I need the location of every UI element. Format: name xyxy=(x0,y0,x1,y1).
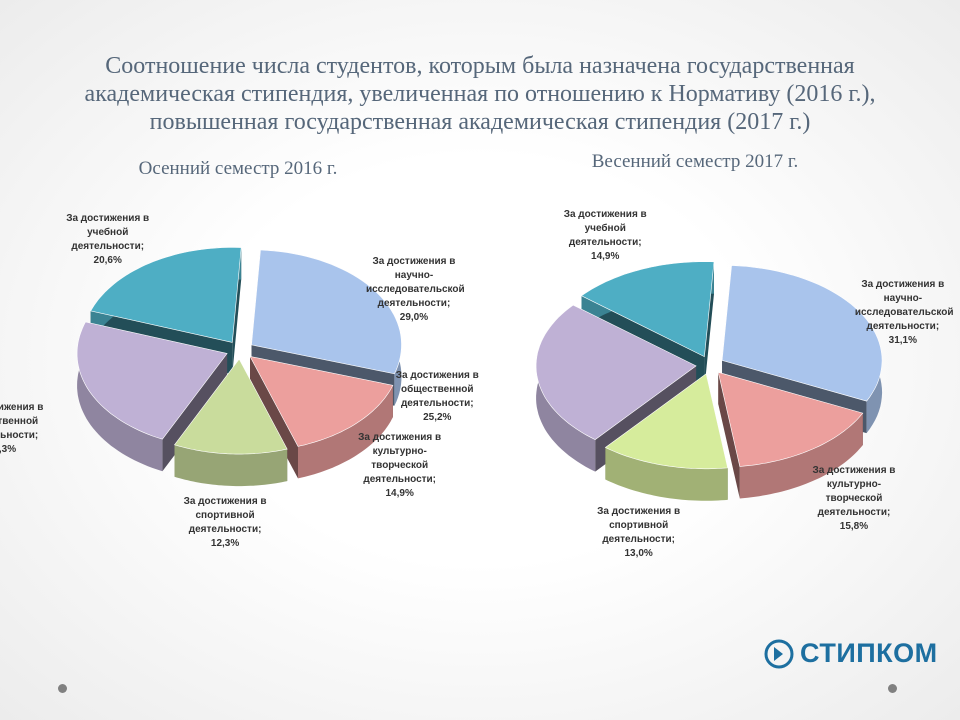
nav-dot xyxy=(888,684,897,693)
slice-side xyxy=(77,322,163,472)
slice-label: За достижения в культурно-творческой дея… xyxy=(806,464,902,534)
slice-value: 25,2% xyxy=(423,411,452,423)
slice-category: За достижения в спортивной деятельности; xyxy=(597,505,681,545)
slice-side xyxy=(174,444,288,487)
slice-value: 29,0% xyxy=(399,312,429,324)
slice-label: За достижения в учебной деятельности; 14,… xyxy=(557,208,653,264)
slice-value: 13,0% xyxy=(624,547,653,559)
pie-slice xyxy=(535,304,697,440)
pie-slice xyxy=(604,373,729,470)
slice-label: За достижения в культурно-творческой дея… xyxy=(352,431,448,501)
slice-label: За достижения в общественной деятельност… xyxy=(389,369,485,425)
nav-dot xyxy=(58,684,67,693)
pie-slice xyxy=(90,247,242,343)
slice-label: За достижения в спортивной деятельности;… xyxy=(177,495,273,551)
slice-side xyxy=(298,385,393,479)
slice-label: За достижения в научно-исследовательской… xyxy=(365,255,465,325)
slice-label: За достижения в научно-исследовательской… xyxy=(854,278,954,348)
slice-category: За достижения в учебной деятельности; xyxy=(563,209,647,249)
slide-title: Соотношение числа студентов, которым был… xyxy=(84,53,876,135)
slice-value: 14,9% xyxy=(591,251,620,263)
slice-value: 31,1% xyxy=(888,334,917,346)
slice-label: За достижения в учебной деятельности; 20,… xyxy=(60,212,156,268)
slice-label: За достижения в спортивной деятельности;… xyxy=(591,505,687,561)
pie-slice xyxy=(721,265,883,402)
pie-slice xyxy=(717,371,864,467)
slice-category: За достижения в культурно-творческой дея… xyxy=(812,464,896,518)
slice-value: 12,3% xyxy=(210,538,240,550)
slice-category: За достижения в культурно-творческой дея… xyxy=(358,431,442,485)
pie-slice xyxy=(249,355,394,447)
slice-category: За достижения в общественной деятельност… xyxy=(395,369,479,409)
logo-icon xyxy=(764,639,794,668)
slice-category: За достижения в учебной деятельности; xyxy=(66,212,150,252)
slice-value: 20,6% xyxy=(93,254,122,266)
chart-title: Осенний семестр 2016 г. xyxy=(138,158,338,179)
slice-label: За достижения в общественной деятельност… xyxy=(0,401,50,457)
logo: СТИПКОМ xyxy=(764,638,938,669)
slice-side xyxy=(718,372,740,499)
slice-category: За достижения в научно-исследовательской… xyxy=(365,256,465,310)
slice-category: За достижения в научно-исследовательской… xyxy=(854,278,954,332)
slice-side xyxy=(739,413,863,499)
logo-text: СТИПКОМ xyxy=(800,638,938,668)
pie-slice xyxy=(251,249,402,375)
slice-category: За достижения в спортивной деятельности; xyxy=(183,496,267,536)
pie-slice xyxy=(174,358,288,455)
pie-slice xyxy=(580,261,715,358)
chart-title: Весенний семестр 2017 г. xyxy=(591,151,799,172)
slice-side xyxy=(605,447,728,501)
slice-category: За достижения в общественной деятельност… xyxy=(0,401,44,441)
pie-slice xyxy=(76,321,228,440)
slice-value: 15,8% xyxy=(839,520,869,532)
slice-value: 23,3% xyxy=(0,443,17,455)
slice-value: 14,9% xyxy=(385,487,414,499)
